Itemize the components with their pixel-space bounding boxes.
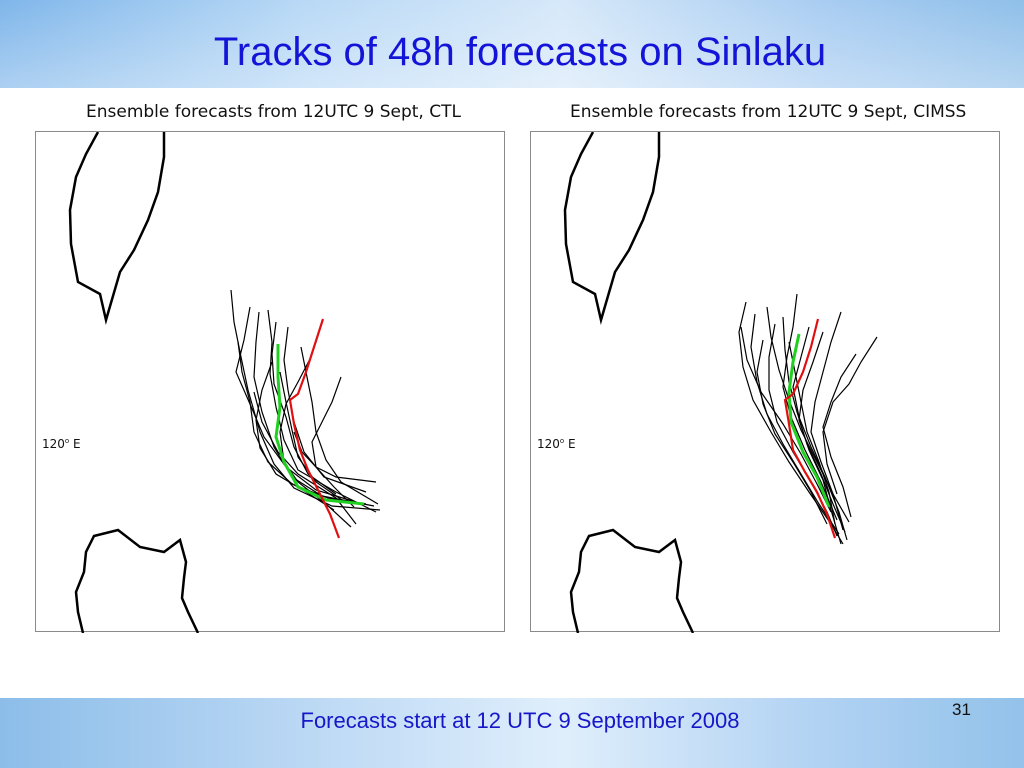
longitude-label: 120o E (537, 437, 576, 451)
panel-title-ctl: Ensemble forecasts from 12UTC 9 Sept, CT… (86, 102, 461, 122)
coastline-taiwan (563, 132, 661, 325)
track-plot-ctl (68, 132, 381, 633)
map-cimss: 120o E (530, 131, 1000, 633)
track-plot-cimss (563, 132, 878, 633)
page-number: 31 (952, 700, 971, 719)
coastline-taiwan (68, 132, 166, 325)
header-band (0, 0, 1024, 88)
longitude-label: 120o E (42, 437, 81, 451)
slide-title: Tracks of 48h forecasts on Sinlaku (213, 30, 827, 74)
coastline-luzon (74, 528, 200, 633)
footer-band (0, 698, 1024, 768)
coastline-luzon (569, 528, 695, 633)
ensemble-mean-track (787, 333, 831, 508)
slide-caption: Forecasts start at 12 UTC 9 September 20… (300, 708, 740, 733)
ensemble-mean-track (274, 344, 365, 506)
observed-track (783, 318, 837, 539)
ensemble-tracks (738, 293, 878, 545)
map-ctl: 120o E (35, 131, 505, 633)
observed-track (288, 318, 341, 539)
panel-title-cimss: Ensemble forecasts from 12UTC 9 Sept, CI… (570, 102, 967, 122)
